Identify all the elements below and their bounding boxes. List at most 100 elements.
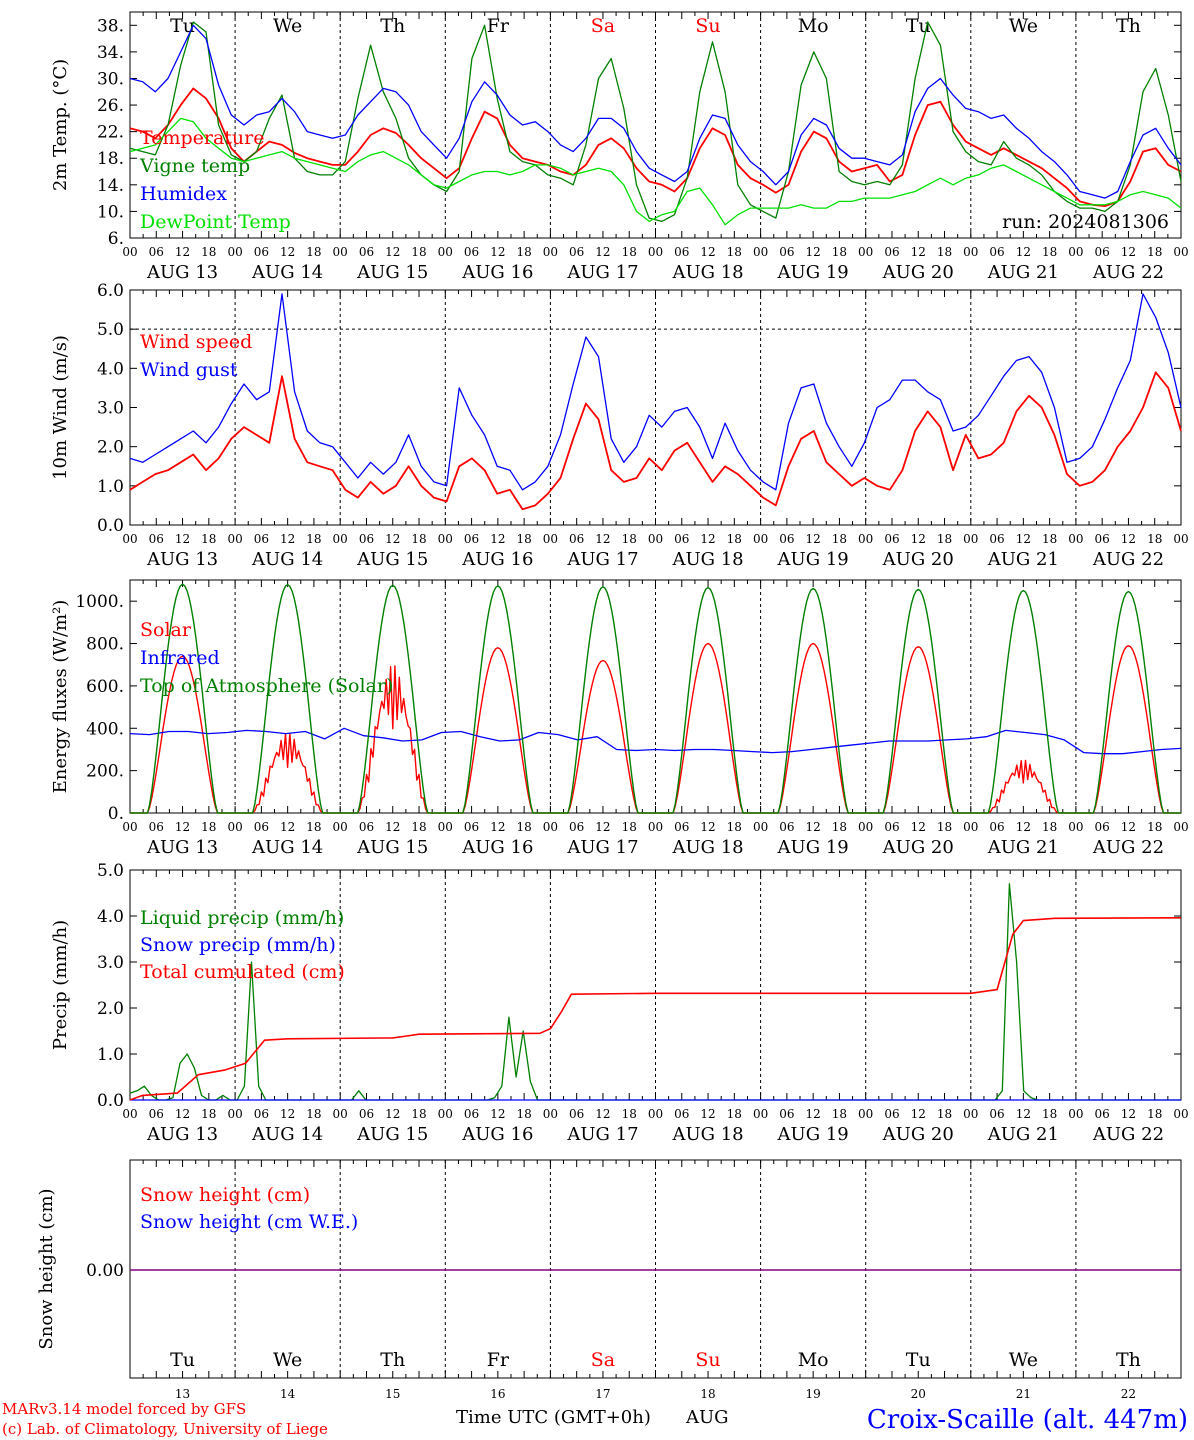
hour-tick-label: 06 bbox=[989, 245, 1004, 259]
date-label: AUG 22 bbox=[1092, 549, 1164, 570]
y-tick-label: 2.0 bbox=[97, 438, 124, 458]
hour-tick-label: 12 bbox=[1016, 532, 1031, 546]
hour-tick-label: 18 bbox=[1147, 1107, 1162, 1121]
hour-tick-label: 06 bbox=[884, 245, 899, 259]
x-axis-title: Time UTC (GMT+0h) bbox=[456, 1407, 651, 1428]
hour-tick-label: 18 bbox=[201, 1107, 216, 1121]
hour-tick-label: 00 bbox=[753, 820, 768, 834]
hour-tick-label: 00 bbox=[963, 820, 978, 834]
hour-tick-label: 06 bbox=[989, 1107, 1004, 1121]
hour-tick-label: 12 bbox=[1121, 1107, 1136, 1121]
hour-tick-label: 18 bbox=[832, 1107, 847, 1121]
hour-tick-label: 12 bbox=[1016, 1107, 1031, 1121]
hour-tick-label: 12 bbox=[700, 1107, 715, 1121]
hour-tick-label: 12 bbox=[490, 1107, 505, 1121]
hour-tick-label: 18 bbox=[727, 532, 742, 546]
hour-tick-label: 12 bbox=[806, 245, 821, 259]
hour-tick-label: 00 bbox=[648, 532, 663, 546]
legend-entry: Snow precip (mm/h) bbox=[140, 934, 336, 956]
hour-tick-label: 00 bbox=[753, 532, 768, 546]
date-label: AUG 16 bbox=[461, 549, 533, 570]
hour-tick-label: 06 bbox=[569, 245, 584, 259]
day-name: Sa bbox=[591, 15, 615, 37]
panel-2: 0.0 1.0 2.0 3.0 4.0 5.0 6.0 10m Wind (m/s) 00 06 1… bbox=[50, 281, 1189, 570]
day-name: Fr bbox=[487, 15, 510, 37]
hour-tick-label: 06 bbox=[779, 1107, 794, 1121]
hour-tick-label: 12 bbox=[385, 1107, 400, 1121]
vigne-temp-line bbox=[129, 21, 1182, 223]
y-tick-label: 600. bbox=[86, 677, 124, 697]
day-name: Sa bbox=[591, 1349, 615, 1371]
temperature-line bbox=[129, 87, 1182, 208]
hour-tick-label: 00 bbox=[438, 532, 453, 546]
legend-entry: Infrared bbox=[140, 647, 220, 669]
y-axis-title: Snow height (cm) bbox=[36, 1188, 57, 1349]
legend-entry: Snow height (cm) bbox=[140, 1184, 310, 1206]
hour-tick-label: 18 bbox=[832, 532, 847, 546]
hour-tick-label: 00 bbox=[963, 1107, 978, 1121]
hour-tick-label: 06 bbox=[989, 820, 1004, 834]
hour-tick-label: 00 bbox=[858, 245, 873, 259]
hour-tick-label: 00 bbox=[753, 1107, 768, 1121]
hour-tick-label: 06 bbox=[149, 1107, 164, 1121]
hour-tick-label: 06 bbox=[884, 820, 899, 834]
day-name: Th bbox=[380, 1349, 405, 1371]
hour-tick-label: 06 bbox=[254, 1107, 269, 1121]
top-of-atmosphere-solar-line bbox=[130, 583, 1181, 814]
day-name: Su bbox=[695, 1349, 720, 1371]
date-label: AUG 20 bbox=[882, 262, 954, 283]
legend-entry: Total cumulated (cm) bbox=[140, 961, 345, 983]
run-annotation: run: 2024081306 bbox=[1002, 211, 1169, 233]
date-label: AUG 16 bbox=[461, 1124, 533, 1145]
hour-tick-label: 00 bbox=[333, 1107, 348, 1121]
hour-tick-label: 18 bbox=[201, 245, 216, 259]
day-number: 21 bbox=[1016, 1387, 1031, 1401]
y-tick-label: 2.0 bbox=[97, 999, 124, 1019]
hour-tick-label: 00 bbox=[438, 820, 453, 834]
hour-tick-label: 00 bbox=[1068, 820, 1083, 834]
hour-tick-label: 00 bbox=[333, 532, 348, 546]
hour-tick-label: 18 bbox=[1042, 245, 1057, 259]
hour-tick-label: 00 bbox=[963, 532, 978, 546]
day-name: We bbox=[1009, 1349, 1038, 1371]
panel-1: Tu We Th Fr Sa Su Mo Tu We Th 6. 10. 14. 18. 22. 26. 30.… bbox=[50, 11, 1189, 283]
hour-tick-label: 06 bbox=[674, 1107, 689, 1121]
y-tick-label: 0.0 bbox=[97, 516, 124, 536]
y-tick-label: 26. bbox=[97, 96, 124, 116]
legend-entry: Top of Atmosphere (Solar) bbox=[140, 675, 393, 697]
hour-tick-label: 06 bbox=[1095, 245, 1110, 259]
y-tick-label: 18. bbox=[97, 149, 124, 169]
date-label: AUG 21 bbox=[987, 837, 1059, 858]
hour-tick-label: 12 bbox=[1016, 820, 1031, 834]
y-tick-label: 3.0 bbox=[97, 399, 124, 419]
hour-tick-label: 00 bbox=[543, 245, 558, 259]
date-label: AUG 21 bbox=[987, 262, 1059, 283]
hour-tick-label: 00 bbox=[1173, 532, 1188, 546]
date-label: AUG 17 bbox=[566, 837, 638, 858]
hour-tick-label: 18 bbox=[622, 820, 637, 834]
hour-tick-label: 06 bbox=[359, 820, 374, 834]
date-label: AUG 19 bbox=[777, 549, 849, 570]
hour-tick-label: 18 bbox=[306, 1107, 321, 1121]
day-number: 20 bbox=[911, 1387, 926, 1401]
date-label: AUG 18 bbox=[671, 1124, 743, 1145]
hour-tick-label: 06 bbox=[254, 245, 269, 259]
hour-tick-label: 00 bbox=[1068, 532, 1083, 546]
day-name: Tu bbox=[170, 1349, 195, 1371]
hour-tick-label: 18 bbox=[306, 820, 321, 834]
hour-tick-label: 06 bbox=[779, 820, 794, 834]
date-label: AUG 14 bbox=[251, 1124, 323, 1145]
day-number: 13 bbox=[175, 1387, 190, 1401]
hour-tick-label: 18 bbox=[411, 245, 426, 259]
y-tick-label: 800. bbox=[86, 635, 124, 655]
date-label: AUG 16 bbox=[461, 837, 533, 858]
hour-tick-label: 18 bbox=[622, 532, 637, 546]
y-tick-label: 5.0 bbox=[97, 861, 124, 881]
date-label: AUG 15 bbox=[356, 549, 428, 570]
date-label: AUG 18 bbox=[671, 262, 743, 283]
hour-tick-label: 06 bbox=[1095, 1107, 1110, 1121]
hour-tick-label: 06 bbox=[464, 1107, 479, 1121]
legend-entry: DewPoint Temp bbox=[140, 211, 291, 233]
hour-tick-label: 12 bbox=[1121, 820, 1136, 834]
hour-tick-label: 00 bbox=[227, 820, 242, 834]
